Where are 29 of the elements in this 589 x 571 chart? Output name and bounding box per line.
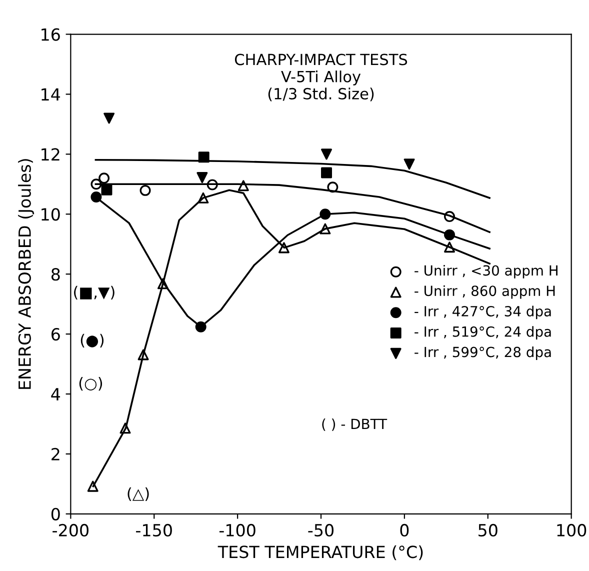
x-tick-label: -200	[52, 524, 88, 537]
legend-label: - Irr , 519°C, 24 dpa	[414, 326, 551, 340]
x-tick-label: -50	[308, 524, 334, 537]
annotation: ( ) - DBTT	[322, 418, 388, 431]
legend-label: - Unirr , <30 appm H	[414, 264, 558, 278]
x-axis-title: TEST TEMPERATURE (°C)	[218, 545, 423, 560]
x-tick-label: 100	[557, 524, 586, 537]
y-tick-label: 8	[51, 268, 60, 281]
y-tick-label: 14	[42, 88, 60, 101]
y-tick-label: 12	[42, 148, 60, 160]
y-tick-label: 10	[42, 208, 60, 221]
legend-label: - Unirr , 860 appm H	[414, 285, 555, 299]
legend-label: - Irr , 599°C, 28 dpa	[414, 346, 551, 360]
y-tick-label: 16	[42, 28, 60, 41]
annotation: (■,▼)	[74, 286, 114, 300]
x-tick-label: 50	[478, 524, 498, 537]
x-tick-label: -150	[136, 524, 172, 537]
legend-label: - Irr , 427°C, 34 dpa	[414, 306, 551, 320]
y-tick-label: 6	[52, 328, 60, 341]
y-axis-title: ENERGY ABSORBED (Joules)	[18, 159, 34, 389]
text: CHARPY-IMPACT TESTS V-5Ti Alloy (1/3 Std. Size)	[234, 54, 408, 102]
y-tick-label: 0	[51, 508, 60, 520]
x-tick-label: -100	[219, 524, 256, 537]
y-tick-label: 2	[52, 448, 60, 460]
annotation: (●)	[80, 334, 104, 348]
annotation: (○)	[79, 377, 102, 391]
y-tick-label: 4	[51, 388, 60, 400]
annotation: (△)	[128, 487, 149, 501]
x-tick-label: 0	[400, 524, 409, 537]
